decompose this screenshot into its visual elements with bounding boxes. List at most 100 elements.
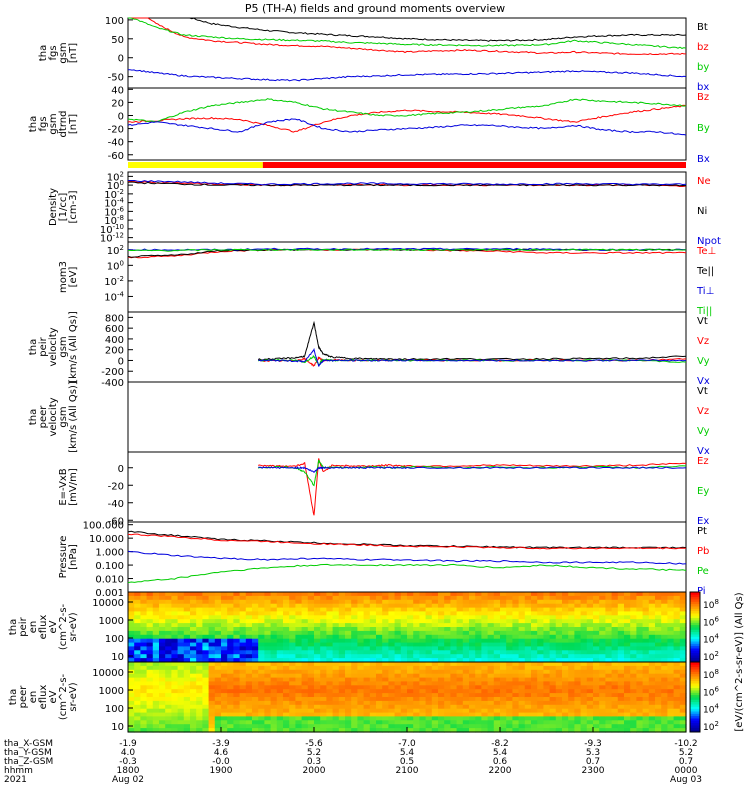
- y-tick-label: 0: [118, 356, 124, 367]
- series-Pe: [127, 563, 687, 584]
- legend-Vx: Vx: [697, 376, 710, 387]
- x-row-value: 2100: [396, 766, 419, 776]
- y-axis-label-line: [cm-3]: [68, 190, 79, 223]
- y-tick-label: 1.000: [95, 548, 124, 559]
- series-By: [127, 98, 687, 123]
- date-end: Aug 03: [670, 775, 702, 785]
- y-axis-label-line: sr-eV): [68, 682, 79, 711]
- x-row-value: 2000: [303, 766, 326, 776]
- y-tick-label: 100: [105, 634, 124, 645]
- y-tick-label: 1000: [99, 686, 124, 697]
- y-axis-label-line: tha: [28, 339, 39, 355]
- y-tick-label: 0.010: [95, 575, 124, 586]
- legend-Vt: Vt: [697, 386, 708, 397]
- y-tick-label: -20: [108, 125, 124, 136]
- legend-Pt: Pt: [697, 526, 707, 537]
- series-Bt: [128, 17, 687, 42]
- y-tick-label: 102: [107, 244, 124, 257]
- y-tick-label: -50: [108, 73, 124, 84]
- y-tick-label: 0.001: [95, 588, 124, 599]
- y-tick-label: 100.000: [83, 521, 124, 532]
- series-Npot: [128, 180, 687, 186]
- legend-Ex: Ex: [697, 516, 709, 527]
- x-row-label: tha_X-GSM: [4, 739, 53, 749]
- series-by: [128, 17, 687, 49]
- series-Pb: [127, 533, 687, 550]
- panel-frame: [127, 451, 687, 523]
- series-Ey: [257, 459, 687, 487]
- y-tick-label: 400: [105, 335, 124, 346]
- y-tick-label: 100: [105, 16, 124, 27]
- series-Vt: [257, 320, 687, 361]
- series-Ez: [258, 458, 687, 516]
- series-Bx: [127, 118, 687, 136]
- y-axis-label-line: eflux: [38, 685, 49, 710]
- mode-bar-slow: [128, 162, 263, 168]
- y-axis-label-line: (cm^2-s-: [58, 603, 69, 650]
- y-axis-label-line: mom3: [58, 261, 69, 293]
- colorbar-tick-label: 108: [703, 598, 719, 611]
- y-axis-label-line: (cm^2-s-: [58, 673, 69, 720]
- x-row-value: -3.9: [212, 739, 230, 749]
- y-axis-label-line: sr-eV): [68, 612, 79, 641]
- legend-Pi: Pi: [697, 586, 706, 597]
- y-axis-label-line: [1/cc]: [58, 193, 69, 222]
- y-tick-label: 600: [105, 324, 124, 335]
- x-row-value: 4.0: [121, 748, 136, 758]
- legend-Ne: Ne: [697, 176, 711, 187]
- y-axis-label-line: [nT]: [68, 114, 79, 134]
- panel-pressure: Pressure [nPa] Pt Pb Pe Pi 100.000 10.000 1.000 0…: [58, 521, 709, 599]
- x-row-label: tha_Z-GSM: [4, 757, 53, 767]
- x-row-value: 5.2: [307, 748, 321, 758]
- y-axis-label-line: tha: [8, 689, 19, 705]
- legend-Te⊥: Te⊥: [696, 246, 716, 257]
- x-row-value: 0.6: [493, 757, 508, 767]
- y-axis-label-line: gsm: [58, 336, 69, 357]
- y-tick-label: -200: [101, 367, 124, 378]
- y-axis-label-line: velocity: [48, 397, 59, 436]
- y-axis-label-line: tha: [8, 619, 19, 635]
- x-row-value: 0.7: [586, 757, 600, 767]
- colorbar-tick-label: 106: [703, 615, 719, 628]
- y-tick-label: -40: [108, 499, 124, 510]
- date-label: 2021: [4, 775, 27, 785]
- legend-bx: bx: [697, 82, 709, 93]
- y-tick-label: 100: [107, 259, 124, 272]
- legend-Ni: Ni: [697, 206, 707, 217]
- y-axis-label-line: [nT]: [68, 43, 79, 63]
- y-tick-label: 0.100: [95, 561, 124, 572]
- y-tick-label: -60: [108, 516, 124, 527]
- series-bz: [128, 17, 686, 56]
- y-axis-label-line: peer: [38, 405, 49, 429]
- x-row-value: 5.3: [586, 748, 600, 758]
- y-axis-label-line: peer: [18, 685, 29, 709]
- x-row-value: 0.3: [307, 757, 321, 767]
- y-tick-label: 20: [111, 98, 124, 109]
- legend-Bz: Bz: [697, 92, 709, 103]
- series-Ti||: [127, 248, 687, 252]
- mode-bar-fast: [262, 162, 686, 168]
- legend-by: by: [697, 62, 709, 73]
- y-axis-label-line: peir: [38, 336, 49, 356]
- legend-Ez: Ez: [697, 456, 709, 467]
- y-axis-label-line: gsm: [48, 113, 59, 134]
- x-row-value: -1.9: [119, 739, 137, 749]
- series-Vx: [257, 347, 687, 367]
- y-tick-label: 0: [118, 111, 124, 122]
- y-tick-label: 10: [111, 652, 124, 663]
- y-axis-label-line: Pressure: [58, 536, 69, 579]
- legend-Ti⊥: Ti⊥: [696, 286, 714, 297]
- x-row-value: 5.4: [493, 748, 508, 758]
- x-row-label: tha_Y-GSM: [4, 748, 52, 758]
- y-axis-label-line: fgs: [48, 45, 59, 60]
- x-row-value: 4.6: [214, 748, 229, 758]
- series-Bz: [127, 104, 687, 133]
- colorbar-tick-label: 104: [703, 633, 719, 646]
- y-axis-label-line: E=-VxB: [58, 468, 69, 505]
- legend-Pb: Pb: [697, 546, 709, 557]
- x-axis-block: tha_X-GSM -1.9 -3.9 -5.6 -7.0 -8.2 -9.3 -10.2 th…: [4, 727, 702, 785]
- panel-peir_velocity: tha peir velocity gsm [km/s (All Qs)] Vt Vz Vy V…: [28, 311, 710, 389]
- y-tick-label: 10: [111, 722, 124, 733]
- y-axis-label-line: [mV/m]: [68, 468, 79, 506]
